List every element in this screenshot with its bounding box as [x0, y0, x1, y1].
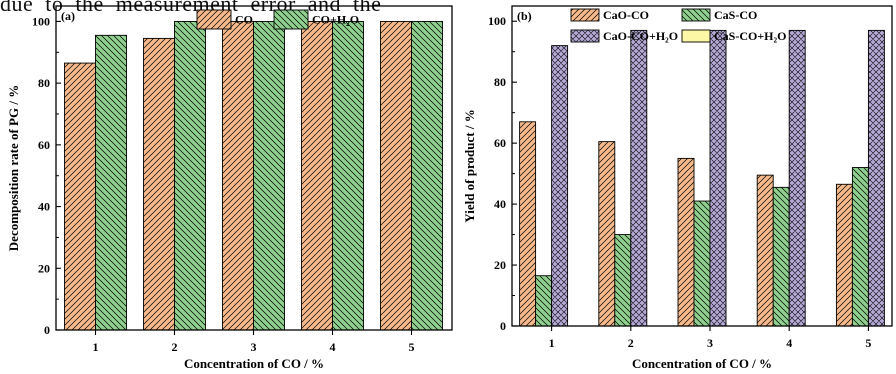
x-tick-label: 3 [707, 336, 713, 350]
bar-outline-b-s2-c2 [709, 29, 727, 327]
bar-outline-a-s1-c1 [174, 20, 206, 331]
bar-outline-b-s1-c3 [772, 186, 790, 327]
bar-outline-b-s0-c3 [756, 174, 774, 327]
bar-outline-a-s1-c0 [95, 34, 127, 331]
y-tick-label: 20 [38, 261, 50, 275]
x-tick-label: 5 [865, 336, 871, 350]
legend-swatch [682, 30, 710, 42]
bar-outline-a-s1-c3 [332, 20, 364, 331]
y-tick-label: 0 [500, 319, 506, 333]
legend-label: CaS-CO+H₂O [714, 29, 786, 43]
x-tick-label: 1 [93, 340, 99, 354]
legend-swatch-outline [196, 9, 232, 30]
bar-outline-a-s1-c4 [411, 20, 443, 331]
legend-label: CaO-CO [603, 8, 649, 22]
panel-label: (b) [517, 9, 532, 23]
legend-swatch-outline [570, 29, 600, 43]
x-tick-label: 4 [330, 340, 336, 354]
legend-swatch-outline [681, 8, 711, 22]
bar-outline-b-s1-c0 [535, 275, 553, 327]
y-tick-label: 0 [44, 323, 50, 337]
bar-outline-b-s1-c4 [851, 167, 869, 327]
legend-label: CaO-CO+H₂O [603, 29, 678, 43]
y-tick-label: 100 [32, 14, 50, 28]
y-tick-label: 40 [494, 197, 506, 211]
x-tick-label: 5 [409, 340, 415, 354]
legend-swatch-outline [681, 29, 711, 43]
bar-outline-b-s1-c1 [614, 234, 632, 327]
y-tick-label: 60 [38, 138, 50, 152]
x-tick-label: 4 [786, 336, 792, 350]
bar-outline-a-s0-c0 [64, 62, 96, 331]
x-tick-label: 2 [172, 340, 178, 354]
bar-outline-a-s1-c2 [253, 20, 285, 331]
chart-panel-a: 0 20 40 60 80 100 1 2 3 4 5 Concentration of CO / %… [6, 5, 453, 371]
y-tick-label: 40 [38, 200, 50, 214]
bar-outline-b-s0-c1 [598, 141, 616, 327]
x-tick-label: 3 [251, 340, 257, 354]
y-tick-label: 60 [494, 136, 506, 150]
plot-frame [511, 5, 893, 327]
bar-outline-b-s2-c0 [551, 45, 569, 327]
bar-outline-b-s2-c1 [630, 29, 648, 327]
bar-outline-b-s0-c0 [519, 121, 537, 327]
y-tick-label: 80 [494, 75, 506, 89]
bar-outline-b-s2-c3 [788, 29, 806, 327]
bar-outline-a-s0-c4 [380, 20, 412, 331]
legend-swatch-outline [273, 9, 309, 30]
bar-outline-b-s0-c4 [835, 183, 853, 327]
y-tick-label: 20 [494, 258, 506, 272]
y-axis-title: Decomposition rate of PG / % [6, 85, 21, 251]
bar-outline-a-s0-c1 [143, 37, 175, 331]
bar-outline-b-s0-c2 [677, 157, 695, 327]
x-tick-label: 2 [628, 336, 634, 350]
legend-label: CO [235, 13, 253, 27]
y-axis-title: Yield of product / % [462, 109, 477, 222]
x-axis-title: Concentration of CO / % [184, 356, 324, 371]
legend-label: CaS-CO [714, 8, 757, 22]
y-tick-label: 100 [488, 14, 506, 28]
bar-outline-b-s1-c2 [693, 200, 711, 327]
legend-label: CO+H₂O [312, 13, 359, 27]
bar-outline-a-s0-c3 [301, 20, 333, 331]
chart-panel-b: 0 20 40 60 80 100 1 2 3 4 5 Concentration of CO / %… [462, 5, 893, 371]
bar-outline-a-s0-c2 [222, 20, 254, 331]
y-tick-label: 80 [38, 76, 50, 90]
x-tick-label: 1 [549, 336, 555, 350]
panel-label: (a) [61, 9, 75, 23]
legend-swatch-outline [570, 8, 600, 22]
x-axis-title: Concentration of CO / % [632, 356, 772, 371]
bar-outline-b-s2-c4 [867, 29, 885, 327]
